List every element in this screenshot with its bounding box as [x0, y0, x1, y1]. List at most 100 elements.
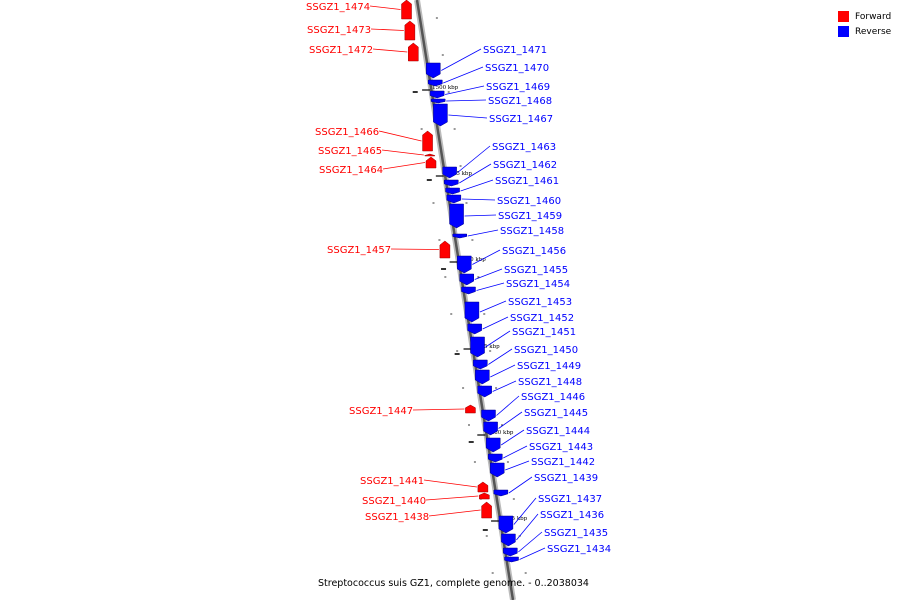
gene-SSGZ1_1466-label: SSGZ1_1466	[315, 127, 379, 138]
gene-SSGZ1_1447-label: SSGZ1_1447	[349, 406, 413, 417]
gene-SSGZ1_1438-leader	[428, 509, 481, 517]
gene-SSGZ1_1458-arrow	[452, 233, 468, 239]
gene-SSGZ1_1469-leader	[445, 85, 485, 95]
gene-SSGZ1_1450-arrow	[473, 359, 488, 370]
gene-SSGZ1_1434-arrow	[504, 556, 519, 563]
gene-SSGZ1_1435-leader	[518, 531, 543, 553]
gene-SSGZ1_1471-label: SSGZ1_1471	[483, 45, 547, 56]
gene-SSGZ1_1468-arrow	[430, 98, 446, 104]
gene-SSGZ1_1435-label: SSGZ1_1435	[544, 528, 608, 539]
gene-SSGZ1_1467-leader	[448, 114, 488, 119]
gene-SSGZ1_1464-label: SSGZ1_1464	[319, 165, 383, 176]
gene-SSGZ1_1449-leader	[490, 364, 516, 378]
gene-SSGZ1_1445-label: SSGZ1_1445	[524, 408, 588, 419]
gene-SSGZ1_1474-label: SSGZ1_1474	[306, 2, 370, 13]
gene-SSGZ1_1460-label: SSGZ1_1460	[497, 196, 561, 207]
gene-SSGZ1_1448-label: SSGZ1_1448	[518, 377, 582, 388]
gene-SSGZ1_1459-arrow	[449, 203, 464, 229]
gene-SSGZ1_1449-arrow	[475, 369, 490, 385]
gene-SSGZ1_1442-leader	[505, 460, 530, 471]
gene-SSGZ1_1464-arrow	[425, 156, 437, 169]
gene-SSGZ1_1437-label: SSGZ1_1437	[538, 494, 602, 505]
gene-SSGZ1_1442-arrow	[489, 462, 505, 478]
gene-SSGZ1_1452-label: SSGZ1_1452	[510, 313, 574, 324]
scale-mark-label: 1490 kbp	[460, 257, 487, 263]
gene-SSGZ1_1457-label: SSGZ1_1457	[327, 245, 391, 256]
gene-SSGZ1_1461-label: SSGZ1_1461	[495, 176, 559, 187]
gene-SSGZ1_1453-label: SSGZ1_1453	[508, 297, 572, 308]
gene-SSGZ1_1436-label: SSGZ1_1436	[540, 510, 604, 521]
genome-caption: Streptococcus suis GZ1, complete genome.…	[318, 578, 589, 589]
gene-SSGZ1_1446-leader	[496, 395, 520, 416]
gene-SSGZ1_1439-leader	[508, 476, 533, 494]
gene-SSGZ1_1445-leader	[498, 411, 523, 429]
gene-SSGZ1_1461-arrow	[445, 187, 460, 195]
gene-SSGZ1_1452-arrow	[467, 323, 482, 335]
gene-SSGZ1_1473-leader	[370, 28, 404, 31]
gene-SSGZ1_1439-label: SSGZ1_1439	[534, 473, 598, 484]
gene-SSGZ1_1442-label: SSGZ1_1442	[531, 457, 595, 468]
gene-SSGZ1_1474-leader	[369, 5, 401, 10]
gene-SSGZ1_1465-arrow	[424, 153, 436, 157]
gene-SSGZ1_1441-label: SSGZ1_1441	[360, 476, 424, 487]
gene-SSGZ1_1455-arrow	[459, 273, 474, 286]
gene-SSGZ1_1454-leader	[476, 282, 505, 291]
gene-SSGZ1_1439-arrow	[493, 489, 509, 497]
gene-SSGZ1_1449-label: SSGZ1_1449	[517, 361, 581, 372]
scale-mark-label: 1495 kbp	[446, 171, 473, 177]
gene-SSGZ1_1451-label: SSGZ1_1451	[512, 327, 576, 338]
gene-SSGZ1_1438-label: SSGZ1_1438	[365, 512, 429, 523]
gene-SSGZ1_1460-leader	[461, 198, 496, 201]
gene-SSGZ1_1459-leader	[464, 214, 497, 217]
gene-SSGZ1_1455-label: SSGZ1_1455	[504, 265, 568, 276]
gene-SSGZ1_1455-leader	[474, 268, 503, 280]
gene-SSGZ1_1459-label: SSGZ1_1459	[498, 211, 562, 222]
gene-SSGZ1_1436-arrow	[501, 533, 516, 547]
scale-mark-label: 1480 kbp	[487, 430, 514, 436]
gene-SSGZ1_1438-arrow	[481, 501, 492, 519]
reverse-swatch	[838, 26, 849, 37]
gene-SSGZ1_1440-label: SSGZ1_1440	[362, 496, 426, 507]
gene-SSGZ1_1468-leader	[446, 99, 487, 102]
forward-swatch	[838, 11, 849, 22]
gene-SSGZ1_1447-arrow	[465, 404, 476, 414]
gene-SSGZ1_1471-leader	[441, 48, 482, 71]
gene-SSGZ1_1467-label: SSGZ1_1467	[489, 114, 553, 125]
gene-SSGZ1_1462-label: SSGZ1_1462	[493, 160, 557, 171]
gene-SSGZ1_1466-arrow	[422, 130, 433, 152]
gene-SSGZ1_1471-arrow	[426, 62, 441, 79]
gene-SSGZ1_1444-leader	[500, 429, 525, 446]
gene-SSGZ1_1472-arrow	[408, 42, 419, 62]
gene-SSGZ1_1454-label: SSGZ1_1454	[506, 279, 570, 290]
gene-SSGZ1_1440-leader	[425, 495, 479, 501]
gene-SSGZ1_1450-label: SSGZ1_1450	[514, 345, 578, 356]
gene-SSGZ1_1469-label: SSGZ1_1469	[486, 82, 550, 93]
gene-SSGZ1_1464-leader	[382, 162, 426, 170]
gene-SSGZ1_1444-arrow	[485, 437, 501, 453]
gene-SSGZ1_1465-leader	[381, 149, 424, 156]
gene-SSGZ1_1470-arrow	[428, 79, 443, 87]
gene-SSGZ1_1441-leader	[423, 479, 477, 488]
gene-SSGZ1_1462-leader	[459, 163, 492, 184]
gene-SSGZ1_1446-label: SSGZ1_1446	[521, 392, 585, 403]
gene-SSGZ1_1443-label: SSGZ1_1443	[529, 442, 593, 453]
gene-SSGZ1_1457-leader	[390, 248, 439, 250]
gene-SSGZ1_1458-leader	[467, 229, 499, 237]
gene-SSGZ1_1470-label: SSGZ1_1470	[485, 63, 549, 74]
legend-item-forward: Forward	[838, 9, 891, 24]
gene-SSGZ1_1460-arrow	[446, 194, 462, 204]
gene-SSGZ1_1461-leader	[460, 179, 494, 192]
gene-SSGZ1_1463-label: SSGZ1_1463	[492, 142, 556, 153]
gene-SSGZ1_1445-arrow	[483, 421, 498, 436]
gene-SSGZ1_1434-label: SSGZ1_1434	[547, 544, 611, 555]
gene-SSGZ1_1443-arrow	[488, 453, 503, 463]
gene-SSGZ1_1435-arrow	[503, 547, 518, 557]
gene-SSGZ1_1448-arrow	[477, 385, 492, 398]
gene-SSGZ1_1447-leader	[412, 408, 465, 411]
gene-SSGZ1_1437-leader	[513, 497, 537, 525]
scale-mark-label: 1475 kbp	[501, 516, 528, 522]
gene-SSGZ1_1456-arrow	[457, 255, 472, 274]
gene-SSGZ1_1434-leader	[519, 547, 546, 560]
gene-SSGZ1_1454-arrow	[461, 286, 476, 295]
gene-SSGZ1_1466-leader	[378, 130, 422, 142]
